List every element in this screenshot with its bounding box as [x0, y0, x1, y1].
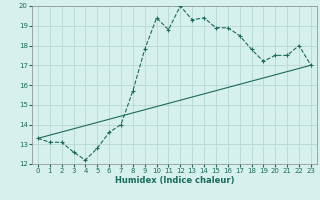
X-axis label: Humidex (Indice chaleur): Humidex (Indice chaleur)	[115, 176, 234, 185]
